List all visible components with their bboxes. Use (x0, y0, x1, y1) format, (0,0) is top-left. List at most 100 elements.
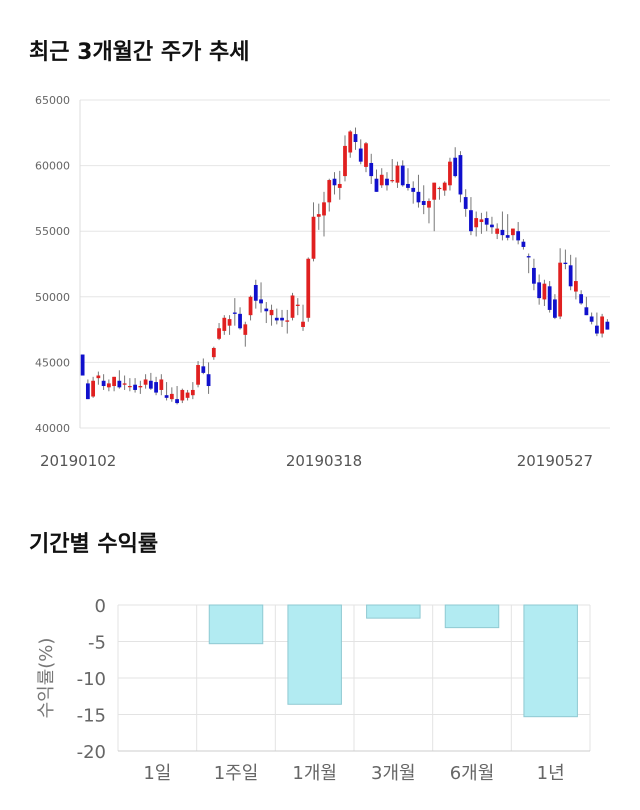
candle-body (211, 347, 216, 358)
candle-body (364, 143, 368, 167)
candle-body (463, 197, 468, 209)
returns-bar (287, 604, 342, 705)
returns-y-tick-label: -15 (77, 706, 106, 727)
candle-body (332, 178, 337, 186)
candle-body (547, 286, 552, 310)
candle-body (269, 309, 274, 316)
candle-body (406, 183, 410, 188)
candle-body (474, 218, 479, 228)
candle-body (106, 383, 111, 388)
candle-body (180, 389, 185, 401)
candle-body (201, 366, 206, 373)
candle-body (337, 183, 342, 188)
candle-body (117, 380, 122, 388)
candle-body (427, 201, 431, 208)
candle-body (432, 182, 437, 200)
candle-body (505, 235, 510, 238)
candle-body (138, 386, 143, 388)
candle-body (154, 382, 158, 393)
candle-body (316, 214, 321, 217)
candle-body (374, 178, 379, 192)
candle-body (542, 283, 547, 300)
price-y-tick-label: 60000 (35, 160, 70, 173)
price-x-tick-label: 20190527 (517, 452, 593, 470)
candle-body (322, 202, 326, 216)
candle-body (253, 284, 258, 301)
price-y-tick-label: 65000 (35, 94, 70, 107)
candle-body (101, 380, 106, 387)
candle-body (248, 296, 253, 316)
price-y-tick-label: 45000 (35, 356, 70, 369)
candlestick-chart: 40000 45000 50000 55000 60000 65000 20190102 20… (35, 94, 610, 470)
candle-body (159, 379, 164, 390)
returns-x-tick-label: 1일 (143, 763, 171, 784)
candle-body (148, 380, 153, 389)
returns-title: 기간별 수익률 (29, 532, 159, 557)
candle-body (589, 316, 594, 322)
candle-body (190, 389, 195, 396)
price-y-tick-label: 55000 (35, 225, 70, 238)
returns-x-tick-label: 3개월 (371, 763, 416, 784)
candle-body (579, 294, 584, 304)
candle-body (448, 161, 452, 186)
candle-body (264, 308, 269, 312)
candle-body (553, 299, 557, 318)
candle-body (490, 224, 494, 228)
candle-body (400, 165, 405, 186)
candle-body (453, 157, 458, 177)
returns-bar (208, 604, 264, 645)
candle-body (222, 317, 227, 331)
candle-body (563, 262, 568, 264)
candle-body (600, 316, 605, 334)
candle-body (511, 228, 515, 236)
candle-body (133, 384, 137, 390)
returns-x-tick-label: 1개월 (292, 763, 337, 784)
candle-body (358, 148, 363, 162)
candle-body (290, 295, 295, 318)
returns-y-tick-label: 0 (95, 596, 106, 617)
candle-body (169, 393, 174, 400)
candle-body (112, 376, 116, 387)
returns-x-tick-label: 6개월 (450, 763, 495, 784)
returns-y-axis-label: 수익률(%) (36, 638, 57, 719)
candle-body (280, 317, 284, 321)
returns-y-tick-label: -20 (77, 742, 106, 763)
returns-bar (523, 604, 578, 718)
candle-body (584, 307, 589, 316)
candle-body (274, 317, 279, 321)
candle-body (495, 228, 500, 234)
returns-bar (444, 604, 500, 629)
candle-body (122, 383, 127, 385)
candle-body (484, 218, 489, 225)
candle-body (327, 180, 332, 203)
candle-body (96, 375, 101, 379)
candle-body (164, 395, 169, 398)
candle-body (91, 380, 96, 397)
candle-body (574, 281, 578, 292)
candle-body (437, 187, 442, 190)
candle-body (232, 312, 237, 314)
candle-body (605, 321, 610, 330)
candle-body (568, 265, 573, 287)
candle-body (80, 354, 85, 376)
candle-body (526, 256, 531, 258)
candle-body (295, 304, 300, 306)
candle-body (243, 324, 248, 335)
candle-body (143, 379, 148, 385)
returns-bar (366, 604, 421, 619)
candle-body (521, 241, 526, 247)
price-x-tick-label: 20190318 (286, 452, 362, 470)
candle-body (421, 201, 426, 205)
candle-body (259, 299, 263, 304)
candle-body (500, 229, 505, 236)
returns-y-tick-label: -10 (77, 669, 106, 690)
candle-body (469, 210, 473, 232)
price-y-tick-label: 50000 (35, 291, 70, 304)
candle-body (395, 165, 400, 183)
candle-body (353, 134, 358, 142)
candle-body (369, 162, 374, 177)
price-x-tick-label: 20190102 (40, 452, 116, 470)
candle-body (411, 187, 416, 192)
candle-body (196, 365, 200, 385)
candle-body (379, 174, 384, 186)
